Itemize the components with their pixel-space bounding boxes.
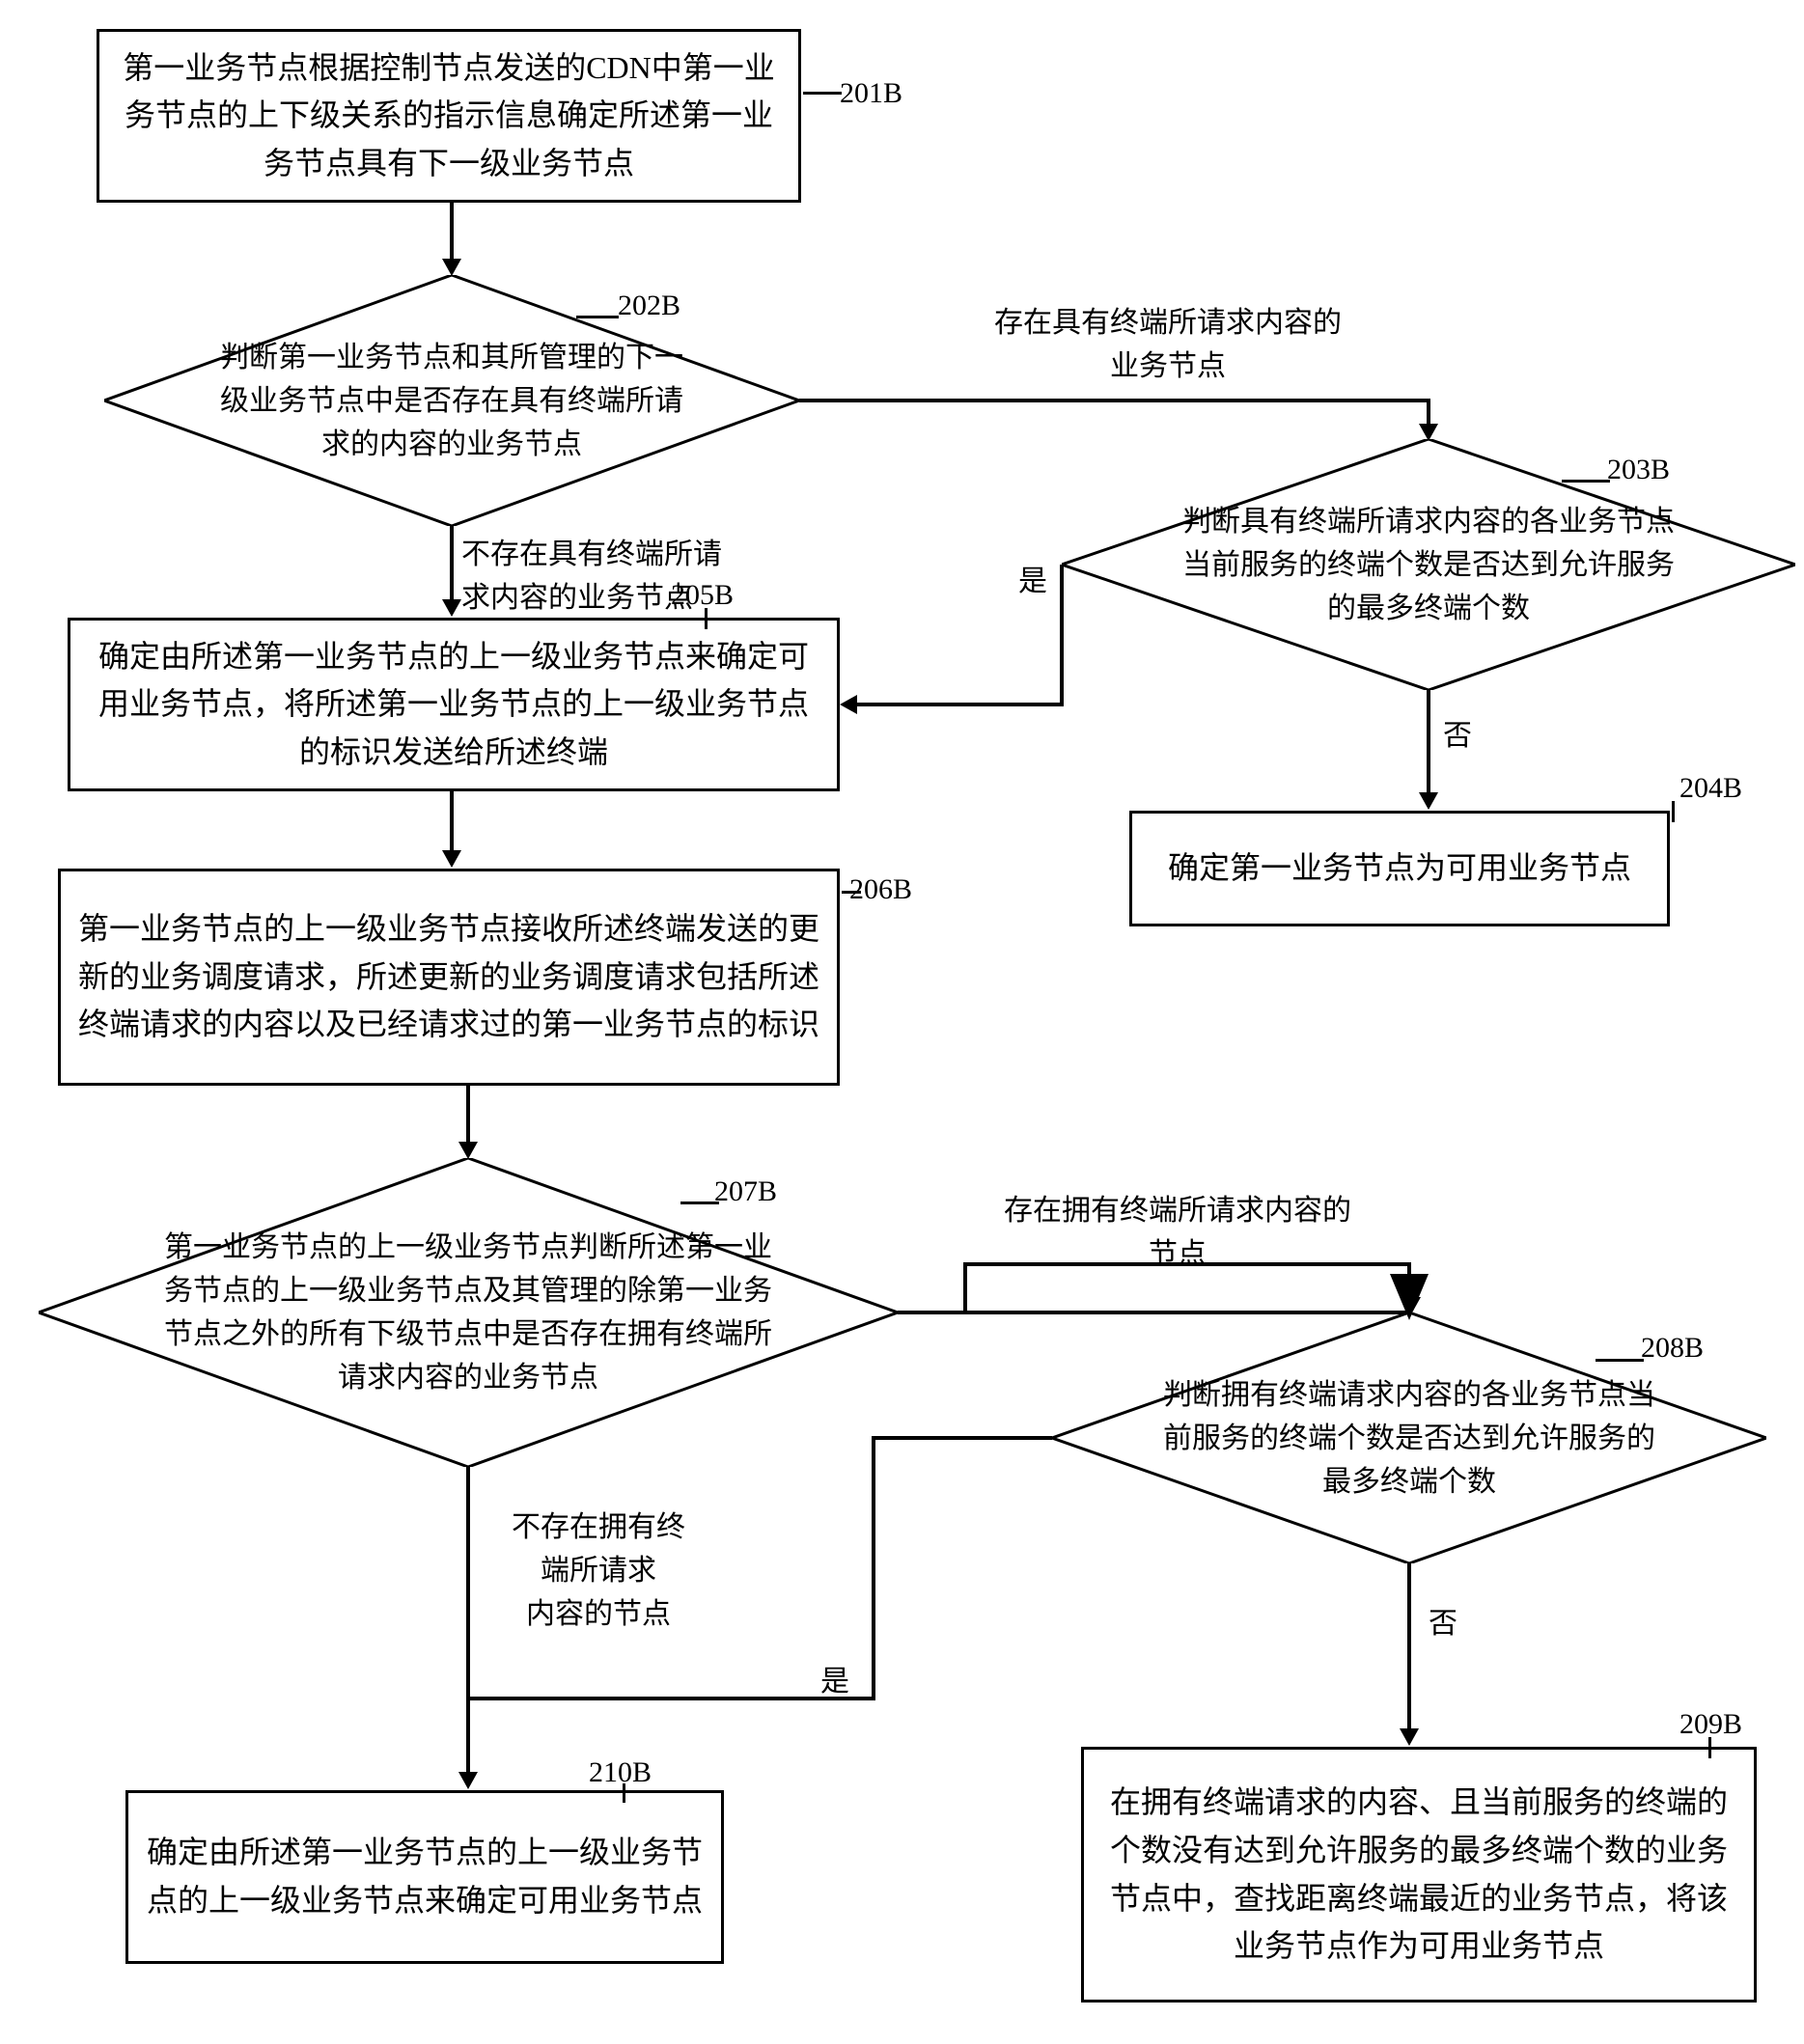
node-203B-text: 判断具有终端所请求内容的各业务节点当前服务的终端个数是否达到允许服务的最多终端个… — [1182, 506, 1675, 624]
node-210B-text: 确定由所述第一业务节点的上一级业务节点的上一级业务节点来确定可用业务节点 — [146, 1829, 704, 1924]
node-204B: 确定第一业务节点为可用业务节点 — [1129, 811, 1670, 926]
edge-201B-202B — [450, 203, 454, 261]
node-210B: 确定由所述第一业务节点的上一级业务节点的上一级业务节点来确定可用业务节点 — [125, 1790, 724, 1964]
edge-203B-205B — [857, 703, 1062, 706]
label-206B: 206B — [849, 873, 912, 906]
edge-label-207B-right: 存在拥有终端所请求内容的节点 — [1004, 1189, 1351, 1276]
label-202B: 202B — [618, 290, 680, 322]
edge-label-202B-right: 存在具有终端所请求内容的业务节点 — [985, 301, 1351, 388]
node-205B: 确定由所述第一业务节点的上一级业务节点来确定可用业务节点，将所述第一业务节点的上… — [68, 618, 840, 791]
edge-203B-204B — [1427, 690, 1430, 794]
node-209B: 在拥有终端请求的内容、且当前服务的终端的个数没有达到允许服务的最多终端个数的业务… — [1081, 1747, 1757, 2003]
edge-202B-203B-h — [799, 399, 1429, 402]
edge-208B-209B — [1407, 1563, 1411, 1730]
node-204B-text: 确定第一业务节点为可用业务节点 — [1168, 844, 1631, 893]
label-208B: 208B — [1641, 1332, 1704, 1365]
label-210B: 210B — [589, 1756, 652, 1789]
edge-label-208B-yes: 是 — [820, 1660, 849, 1703]
node-209B-text: 在拥有终端请求的内容、且当前服务的终端的个数没有达到允许服务的最多终端个数的业务… — [1101, 1779, 1736, 1970]
node-203B: 判断具有终端所请求内容的各业务节点当前服务的终端个数是否达到允许服务的最多终端个… — [1062, 439, 1795, 690]
edge-label-202B-down: 不存在具有终端所请求内容的业务节点 — [461, 533, 780, 620]
edge-label-208B-no: 否 — [1429, 1602, 1457, 1645]
label-203B: 203B — [1607, 454, 1670, 486]
edge-205B-206B — [450, 791, 454, 852]
node-202B-text: 判断第一业务节点和其所管理的下一级业务节点中是否存在具有终端所请求的内容的业务节… — [220, 342, 683, 460]
edge-label-203B-yes: 是 — [1018, 560, 1047, 603]
label-207B: 207B — [714, 1175, 777, 1208]
node-201B: 第一业务节点根据控制节点发送的CDN中第一业务节点的上下级关系的指示信息确定所述… — [97, 29, 801, 203]
edge-207B-208B-h — [898, 1311, 1091, 1314]
label-209B: 209B — [1679, 1708, 1742, 1741]
node-208B-text: 判断拥有终端请求内容的各业务节点当前服务的终端个数是否达到允许服务的最多终端个数 — [1163, 1379, 1655, 1498]
node-202B: 判断第一业务节点和其所管理的下一级业务节点中是否存在具有终端所请求的内容的业务节… — [104, 275, 799, 526]
node-201B-text: 第一业务节点根据控制节点发送的CDN中第一业务节点的上下级关系的指示信息确定所述… — [117, 44, 781, 188]
node-207B-text: 第一业务节点的上一级业务节点判断所述第一业务节点的上一级业务节点及其管理的除第一… — [164, 1231, 772, 1394]
node-205B-text: 确定由所述第一业务节点的上一级业务节点来确定可用业务节点，将所述第一业务节点的上… — [88, 633, 819, 777]
node-206B-text: 第一业务节点的上一级业务节点接收所述终端发送的更新的业务调度请求，所述更新的业务… — [78, 905, 819, 1049]
edge-206B-207B — [466, 1086, 470, 1144]
node-206B: 第一业务节点的上一级业务节点接收所述终端发送的更新的业务调度请求，所述更新的业务… — [58, 869, 840, 1086]
edge-label-203B-no: 否 — [1443, 714, 1472, 758]
edge-label-207B-down: 不存在拥有终端所请求内容的节点 — [487, 1505, 709, 1636]
label-204B: 204B — [1679, 772, 1742, 805]
edge-207B-210B — [466, 1467, 470, 1774]
label-201B: 201B — [840, 77, 902, 110]
edge-202B-205B — [450, 526, 454, 601]
